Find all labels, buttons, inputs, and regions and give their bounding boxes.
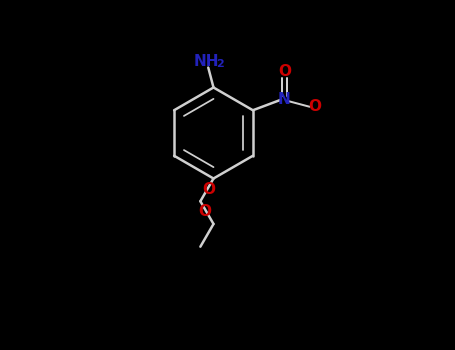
Text: O: O bbox=[198, 204, 211, 219]
Text: NH: NH bbox=[194, 54, 219, 69]
Text: N: N bbox=[278, 92, 291, 107]
Text: O: O bbox=[308, 99, 321, 114]
Text: O: O bbox=[202, 182, 216, 197]
Text: O: O bbox=[278, 64, 291, 79]
Text: 2: 2 bbox=[216, 59, 224, 69]
